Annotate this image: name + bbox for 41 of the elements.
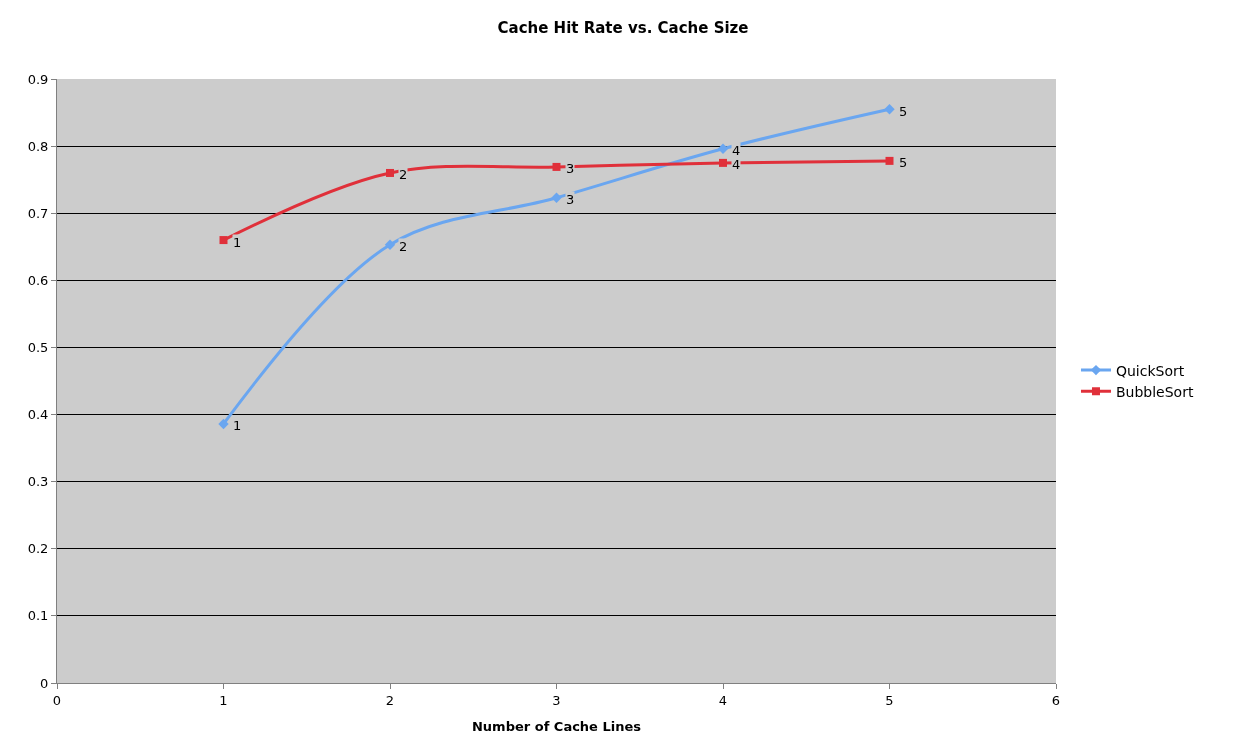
y-tick-label: 0.5 xyxy=(27,339,49,355)
legend-label: BubbleSort xyxy=(1115,383,1194,400)
y-tick-label: 0.6 xyxy=(27,272,49,288)
point xyxy=(551,192,562,203)
y-tick-label: 0.7 xyxy=(27,205,49,221)
x-axis-title: Number of Cache Lines xyxy=(471,719,642,735)
point xyxy=(384,239,396,250)
annotation: 2 xyxy=(399,239,408,254)
x-tick-label: 3 xyxy=(552,692,561,708)
annotation: 4 xyxy=(732,143,741,158)
point xyxy=(717,143,729,154)
annotation: 3 xyxy=(566,192,575,207)
annotation: 4 xyxy=(732,157,741,172)
point xyxy=(884,104,895,115)
annotation: 1 xyxy=(233,235,242,250)
x-tick-label: 4 xyxy=(718,692,728,708)
x-tick-label: 6 xyxy=(1051,692,1061,708)
y-tick-label: 0.8 xyxy=(27,138,49,154)
point xyxy=(386,168,394,177)
annotation: 1 xyxy=(233,418,242,433)
y-tick-label: 0.2 xyxy=(27,541,49,557)
point xyxy=(218,418,229,430)
annotation: 3 xyxy=(566,161,575,176)
x-tick-label: 5 xyxy=(885,692,894,708)
x-tick-label: 0 xyxy=(52,692,62,708)
point xyxy=(552,162,561,171)
point xyxy=(219,236,228,245)
annotation: 5 xyxy=(899,104,908,119)
chart-title: Cache Hit Rate vs. Cache Size xyxy=(497,19,749,37)
y-tick-label: 0.3 xyxy=(27,474,49,490)
annotation: 5 xyxy=(899,155,908,170)
y-tick-label: 0.9 xyxy=(27,71,49,87)
x-tick-label: 1 xyxy=(219,692,228,708)
legend-label: QuickSort xyxy=(1115,362,1185,379)
y-tick-label: 0.4 xyxy=(27,407,49,423)
y-tick-label: 0 xyxy=(40,675,49,691)
point xyxy=(885,156,894,165)
y-tick-label: 0.1 xyxy=(27,608,49,624)
x-tick-label: 2 xyxy=(385,692,395,708)
point xyxy=(719,158,727,167)
annotation: 2 xyxy=(399,167,408,182)
